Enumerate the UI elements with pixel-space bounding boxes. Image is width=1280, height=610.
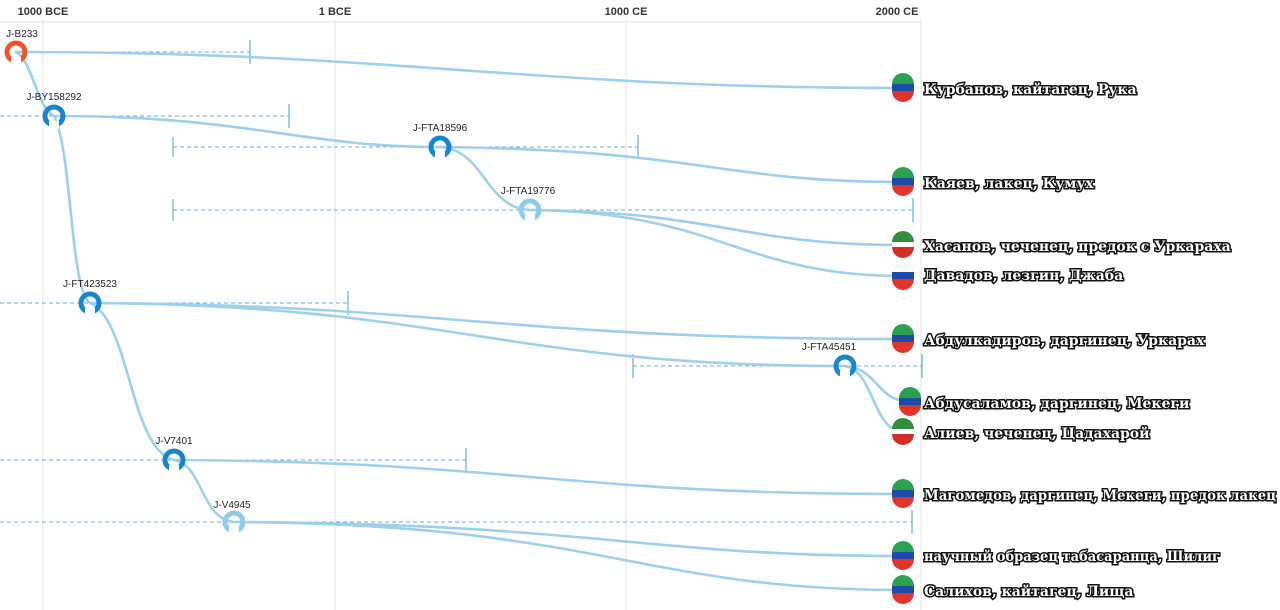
branch bbox=[528, 208, 905, 278]
node-J-FTA45451[interactable]: J-FTA45451 bbox=[802, 342, 857, 379]
sample-label: Магомедов, даргинец, Мекеги, предок лаке… bbox=[924, 488, 1276, 504]
sample-leaf[interactable]: Абдулкадиров, даргинец, Уркарах bbox=[892, 324, 1206, 353]
node-notch bbox=[169, 465, 179, 473]
node-notch bbox=[435, 152, 445, 160]
branch bbox=[52, 114, 442, 149]
confidence-intervals bbox=[0, 40, 923, 534]
node-J-V4945[interactable]: J-V4945 bbox=[213, 500, 251, 535]
node-J-B233[interactable]: J-B233 bbox=[4, 29, 38, 65]
node-notch bbox=[49, 121, 59, 129]
dagestan-flag-icon bbox=[892, 73, 914, 102]
sample-leaf[interactable]: Алиев, чеченец, Цадахарой bbox=[892, 418, 1151, 445]
sample-label: Салихов, кайтагец, Лища bbox=[924, 583, 1134, 600]
node-label: J-V7401 bbox=[155, 436, 193, 447]
node-J-FTA18596[interactable]: J-FTA18596 bbox=[413, 123, 468, 160]
sample-label: Алиев, чеченец, Цадахарой bbox=[924, 425, 1150, 442]
tick-label: 1 BCE bbox=[319, 6, 351, 18]
sample-leaf[interactable]: Салихов, кайтагец, Лища bbox=[892, 575, 1135, 604]
node-notch bbox=[525, 215, 535, 223]
branch bbox=[88, 301, 847, 368]
branch bbox=[232, 520, 905, 592]
samples: Курбанов, кайтагец, Рука Каяев, лакец, К… bbox=[891, 73, 1278, 604]
branch bbox=[88, 301, 176, 462]
sample-leaf[interactable]: Каяев, лакец, Кумух bbox=[892, 167, 1096, 196]
sample-leaf[interactable]: научный образец табасаранца, Шилиг bbox=[892, 541, 1222, 570]
sample-leaf[interactable]: Магомедов, даргинец, Мекеги, предок лаке… bbox=[892, 479, 1278, 508]
dagestan-flag-icon bbox=[899, 387, 921, 416]
node-notch bbox=[85, 308, 95, 316]
branch bbox=[528, 208, 905, 247]
branch bbox=[172, 458, 236, 524]
nodes: J-B233 J-BY158292 J-FTA18596 J-FTA19776 … bbox=[4, 29, 857, 535]
chechnya-flag-icon bbox=[892, 231, 914, 258]
dagestan-flag-icon bbox=[892, 324, 914, 353]
branch bbox=[438, 145, 532, 212]
sample-leaf[interactable]: Абдусаламов, даргинец, Мекеги bbox=[899, 387, 1191, 416]
node-notch bbox=[11, 57, 21, 65]
node-label: J-FTA18596 bbox=[413, 123, 468, 134]
sample-label: Абдусаламов, даргинец, Мекеги bbox=[924, 396, 1189, 412]
node-notch bbox=[229, 527, 239, 535]
sample-label: Каяев, лакец, Кумух bbox=[924, 176, 1094, 192]
dagestan-flag-icon bbox=[892, 575, 914, 604]
node-J-BY158292[interactable]: J-BY158292 bbox=[26, 92, 82, 129]
dagestan-flag-icon bbox=[892, 479, 914, 508]
sample-leaf[interactable]: Курбанов, кайтагец, Рука bbox=[892, 73, 1138, 102]
node-notch bbox=[840, 371, 850, 379]
tick-label: 2000 CE bbox=[876, 6, 919, 18]
sample-leaf[interactable]: Хасанов, чеченец, предок с Уркараха bbox=[892, 231, 1232, 258]
branch bbox=[14, 50, 56, 118]
sample-label: Давадов, лезгин, Джаба bbox=[924, 268, 1123, 284]
node-J-V7401[interactable]: J-V7401 bbox=[155, 436, 193, 473]
chechnya-flag-icon bbox=[892, 418, 914, 445]
branch bbox=[438, 145, 905, 184]
branches bbox=[14, 50, 912, 592]
branch bbox=[52, 114, 92, 305]
branch bbox=[14, 50, 905, 90]
node-label: J-B233 bbox=[6, 29, 38, 40]
tick-label: 1000 CE bbox=[605, 6, 648, 18]
node-J-FT423523[interactable]: J-FT423523 bbox=[63, 279, 117, 316]
sample-leaf[interactable]: Давадов, лезгин, Джаба bbox=[891, 264, 1125, 290]
tick-label: 1000 BCE bbox=[18, 6, 69, 18]
branch bbox=[232, 520, 905, 558]
node-J-FTA19776[interactable]: J-FTA19776 bbox=[501, 186, 556, 223]
node-label: J-FTA45451 bbox=[802, 342, 857, 353]
sample-label: Курбанов, кайтагец, Рука bbox=[924, 81, 1137, 98]
sample-label: Абдулкадиров, даргинец, Уркарах bbox=[924, 333, 1205, 349]
dagestan-flag-icon bbox=[892, 541, 914, 570]
node-label: J-FT423523 bbox=[63, 279, 117, 290]
branch bbox=[172, 458, 905, 496]
dagestan-flag-icon bbox=[892, 167, 914, 196]
sample-label: научный образец табасаранца, Шилиг bbox=[924, 548, 1220, 565]
branch bbox=[88, 301, 905, 341]
node-label: J-FTA19776 bbox=[501, 186, 556, 197]
node-label: J-BY158292 bbox=[26, 92, 81, 103]
russia-flag-icon bbox=[891, 264, 915, 290]
node-label: J-V4945 bbox=[213, 500, 251, 511]
sample-label: Хасанов, чеченец, предок с Уркараха bbox=[924, 239, 1231, 255]
